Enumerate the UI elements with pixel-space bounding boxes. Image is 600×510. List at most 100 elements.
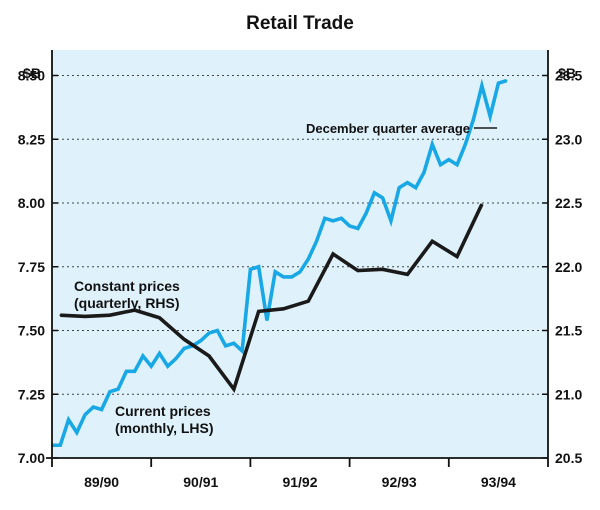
plot-background [52, 50, 548, 458]
right-tick-label: 21.5 [555, 323, 582, 339]
current-prices-point [439, 163, 442, 166]
constant-prices-point [307, 300, 310, 302]
current-prices-point [274, 271, 277, 273]
current-prices-point [423, 171, 425, 174]
axes [46, 50, 549, 459]
series-line-constant-prices [60, 203, 484, 394]
right-axis-unit: $B [558, 65, 576, 81]
annotations: December quarter average Constant prices… [74, 121, 497, 436]
right-tick-label: 23.5 [555, 68, 582, 84]
current-prices-point [332, 220, 334, 222]
right-tick-label: 23.0 [555, 131, 582, 147]
current-prices-point [257, 265, 260, 268]
x-tick-label: 89/90 [84, 474, 119, 490]
constant-prices-point [84, 315, 86, 318]
current-prices-point [431, 143, 434, 146]
current-prices-point [84, 413, 86, 416]
current-prices-point [92, 406, 95, 408]
left-tick-label: 7.00 [18, 450, 45, 466]
x-tick-label: 91/92 [282, 474, 317, 490]
series-line-current-prices [52, 78, 508, 448]
current-prices-point [340, 217, 343, 220]
constant-prices-point [158, 316, 161, 319]
constant-prices-point [109, 314, 111, 317]
current-prices-point [481, 84, 483, 87]
current-prices-point [183, 347, 186, 350]
current-prices-point [59, 444, 62, 447]
current-prices-point [100, 408, 103, 411]
current-prices-point [109, 390, 111, 393]
current-prices-point [472, 118, 475, 120]
current-prices-point [290, 276, 293, 278]
current-prices-point [390, 220, 392, 222]
current-prices-point [175, 357, 177, 360]
current-prices-point [464, 143, 467, 146]
constant-prices-point [456, 255, 458, 258]
current-prices-point [282, 276, 285, 278]
current-prices-point [67, 418, 70, 421]
current-prices-point [216, 329, 219, 332]
chart-title: Retail Trade [246, 13, 354, 34]
current-prices-label-line1: Current prices [115, 403, 211, 419]
current-prices-point [133, 370, 136, 373]
constant-prices-point [481, 203, 483, 206]
left-axis-ticks: 7.00 7.25 7.50 7.75 8.00 8.25 8.50 [18, 68, 58, 466]
constant-prices-point [233, 388, 235, 390]
current-prices-point [448, 158, 450, 161]
current-prices-point [158, 352, 161, 355]
current-prices-point [365, 212, 367, 214]
constant-prices-point [208, 355, 210, 357]
average-annotation-label: December quarter average [306, 121, 470, 136]
current-prices-point [150, 365, 152, 368]
series-layer [51, 78, 508, 448]
current-prices-point [200, 339, 202, 342]
current-prices-point [315, 240, 318, 243]
left-axis-unit: $B [23, 65, 41, 81]
current-prices-point [249, 268, 252, 271]
x-axis-ticks: 89/90 90/91 91/92 92/93 93/94 [51, 458, 549, 490]
current-prices-point [142, 355, 144, 357]
constant-prices-point [133, 309, 136, 311]
left-tick-label: 7.25 [18, 386, 45, 402]
constant-prices-point [357, 269, 359, 272]
left-tick-label: 7.75 [18, 259, 45, 275]
constant-prices-point [332, 253, 334, 255]
current-prices-point [406, 181, 409, 184]
left-tick-label: 7.50 [18, 323, 45, 339]
current-prices-point [497, 82, 500, 84]
right-tick-label: 21.0 [555, 386, 582, 402]
current-prices-point [125, 370, 128, 373]
current-prices-point [414, 186, 417, 189]
left-tick-label: 8.25 [18, 131, 45, 147]
current-prices-point [224, 345, 227, 347]
right-tick-label: 22.5 [555, 195, 582, 211]
constant-prices-point [282, 308, 285, 310]
current-prices-point [117, 388, 119, 390]
current-prices-point [398, 186, 401, 189]
constant-prices-point [183, 338, 186, 341]
current-prices-point [357, 227, 359, 230]
current-prices-point [233, 342, 235, 345]
current-prices-point [324, 217, 326, 220]
constant-prices-point [59, 314, 62, 317]
x-tick-label: 90/91 [183, 474, 218, 490]
current-prices-point [373, 192, 376, 194]
current-prices-label-line2: (monthly, LHS) [115, 420, 214, 436]
current-prices-point [266, 319, 268, 322]
left-tick-label: 8.00 [18, 195, 45, 211]
current-prices-point [489, 115, 491, 118]
current-prices-point [307, 258, 310, 260]
left-tick-label: 8.50 [18, 68, 45, 84]
constant-prices-point [431, 240, 434, 243]
current-prices-point [299, 271, 301, 273]
x-tick-label: 92/93 [382, 474, 417, 490]
current-prices-point [76, 431, 78, 434]
constant-prices-label-line1: Constant prices [74, 278, 180, 294]
current-prices-point [456, 163, 458, 166]
current-prices-point [381, 197, 384, 199]
constant-prices-point [406, 273, 409, 276]
right-tick-label: 20.5 [555, 450, 582, 466]
right-tick-label: 22.0 [555, 259, 582, 275]
constant-prices-point [257, 310, 260, 313]
